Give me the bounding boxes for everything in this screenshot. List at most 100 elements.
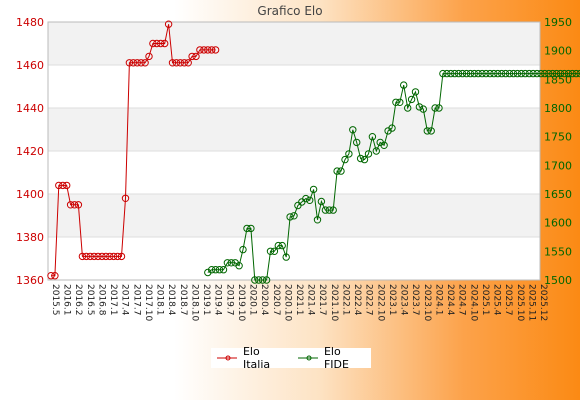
x-tick-label: 2020.7	[271, 284, 281, 316]
right-axis-tick-label: 1700	[544, 159, 572, 172]
data-point-elo-fide	[572, 69, 580, 78]
legend-item-elo-fide[interactable]: Elo FIDE	[298, 345, 371, 371]
data-point-elo-italia	[149, 39, 157, 48]
data-point-elo-fide	[329, 206, 337, 214]
data-point-elo-italia	[70, 201, 79, 209]
data-point-elo-italia	[168, 59, 177, 67]
legend-label-elo-fide: Elo FIDE	[323, 345, 349, 371]
x-tick-label: 2016.2	[73, 284, 83, 316]
data-point-elo-fide	[345, 150, 353, 158]
data-point-elo-italia	[98, 252, 106, 261]
data-point-elo-fide	[505, 69, 514, 78]
data-point-elo-italia	[176, 59, 185, 67]
data-point-elo-italia	[208, 46, 216, 54]
data-point-elo-italia	[74, 201, 83, 209]
x-tick-label: 2018.7	[178, 284, 188, 316]
data-point-elo-italia	[90, 252, 98, 261]
data-point-elo-fide	[270, 247, 279, 256]
x-tick-label: 2022.10	[375, 284, 385, 321]
x-tick-label: 2019.1	[201, 284, 211, 316]
data-point-elo-fide	[321, 206, 330, 214]
grid-band	[48, 108, 540, 151]
legend-label-elo-italia: Elo Italia	[242, 345, 271, 371]
data-point-elo-fide	[454, 69, 463, 78]
data-point-elo-fide	[431, 104, 439, 112]
data-point-elo-fide	[439, 69, 447, 78]
x-tick-label: 2021.4	[306, 284, 316, 316]
data-point-elo-fide	[282, 253, 290, 261]
data-point-elo-fide	[239, 245, 247, 254]
x-tick-label: 2018.10	[189, 284, 199, 321]
data-point-elo-fide	[486, 69, 494, 78]
data-point-elo-fide	[309, 185, 318, 194]
data-point-elo-fide	[490, 69, 498, 78]
data-point-elo-fide	[325, 206, 333, 214]
data-point-elo-italia	[113, 252, 122, 261]
data-point-elo-fide	[333, 167, 341, 175]
x-tick-label: 2023.7	[410, 284, 420, 316]
data-point-elo-fide	[521, 69, 529, 78]
data-point-elo-fide	[274, 241, 282, 250]
x-tick-label: 2019.4	[213, 284, 223, 316]
x-tick-label: 2025.4	[492, 284, 502, 316]
data-point-elo-italia	[121, 194, 130, 203]
x-tick-label: 2025.10	[515, 284, 525, 321]
data-point-elo-fide	[380, 141, 388, 150]
data-point-elo-italia	[153, 39, 161, 48]
x-tick-label: 2020.10	[282, 284, 292, 321]
data-point-elo-fide	[552, 69, 561, 78]
data-point-elo-fide	[423, 127, 431, 135]
legend-marker-elo-fide	[298, 355, 318, 361]
data-point-elo-italia	[157, 39, 165, 48]
data-point-elo-italia	[102, 252, 110, 261]
x-tick-label: 2015.5	[50, 284, 60, 316]
data-point-elo-italia	[86, 252, 94, 261]
data-point-elo-fide	[517, 69, 525, 78]
data-point-elo-italia	[184, 59, 192, 67]
data-point-elo-fide	[568, 69, 576, 78]
data-point-elo-fide	[360, 155, 369, 164]
series-line-elo-italia	[51, 24, 216, 277]
data-point-elo-fide	[211, 266, 220, 274]
x-tick-label: 2023.1	[387, 284, 397, 316]
x-tick-label: 2016.5	[85, 284, 95, 316]
data-point-elo-fide	[302, 194, 310, 203]
data-point-elo-italia	[82, 252, 91, 261]
data-point-elo-fide	[482, 69, 490, 78]
data-point-elo-fide	[560, 69, 569, 78]
legend-item-elo-italia[interactable]: Elo Italia	[217, 345, 292, 371]
data-point-elo-italia	[129, 59, 138, 67]
data-point-elo-fide	[290, 212, 298, 220]
x-tick-label: 2016.8	[96, 284, 106, 316]
right-axis-tick-label: 1800	[544, 102, 572, 115]
x-tick-label: 2022.4	[352, 284, 362, 316]
data-point-elo-italia	[211, 46, 220, 54]
data-point-elo-italia	[78, 252, 87, 261]
data-point-elo-fide	[278, 241, 286, 250]
data-point-elo-fide	[462, 69, 471, 78]
right-axis-tick-label: 1750	[544, 131, 572, 144]
data-point-elo-fide	[356, 154, 365, 163]
x-tick-label: 2024.1	[433, 284, 443, 316]
data-point-elo-italia	[117, 252, 126, 261]
data-point-elo-fide	[419, 105, 427, 113]
x-tick-label: 2020.4	[259, 284, 269, 316]
data-point-elo-italia	[192, 52, 200, 61]
data-point-elo-fide	[478, 69, 486, 78]
data-point-elo-fide	[498, 69, 506, 78]
data-point-elo-fide	[501, 69, 510, 78]
x-tick-label: 2025.11	[526, 284, 536, 321]
right-axis-tick-label: 1500	[544, 274, 572, 287]
data-point-elo-fide	[415, 103, 424, 111]
right-axis-tick-label: 1550	[544, 245, 572, 258]
data-point-elo-fide	[258, 276, 267, 284]
data-point-elo-italia	[200, 46, 208, 54]
data-point-elo-fide	[262, 276, 271, 284]
x-tick-label: 2023.10	[422, 284, 432, 321]
data-point-elo-fide	[235, 262, 243, 270]
x-tick-label: 2018.4	[166, 284, 176, 316]
x-tick-label: 2017.10	[143, 284, 153, 321]
data-point-elo-fide	[251, 276, 259, 284]
